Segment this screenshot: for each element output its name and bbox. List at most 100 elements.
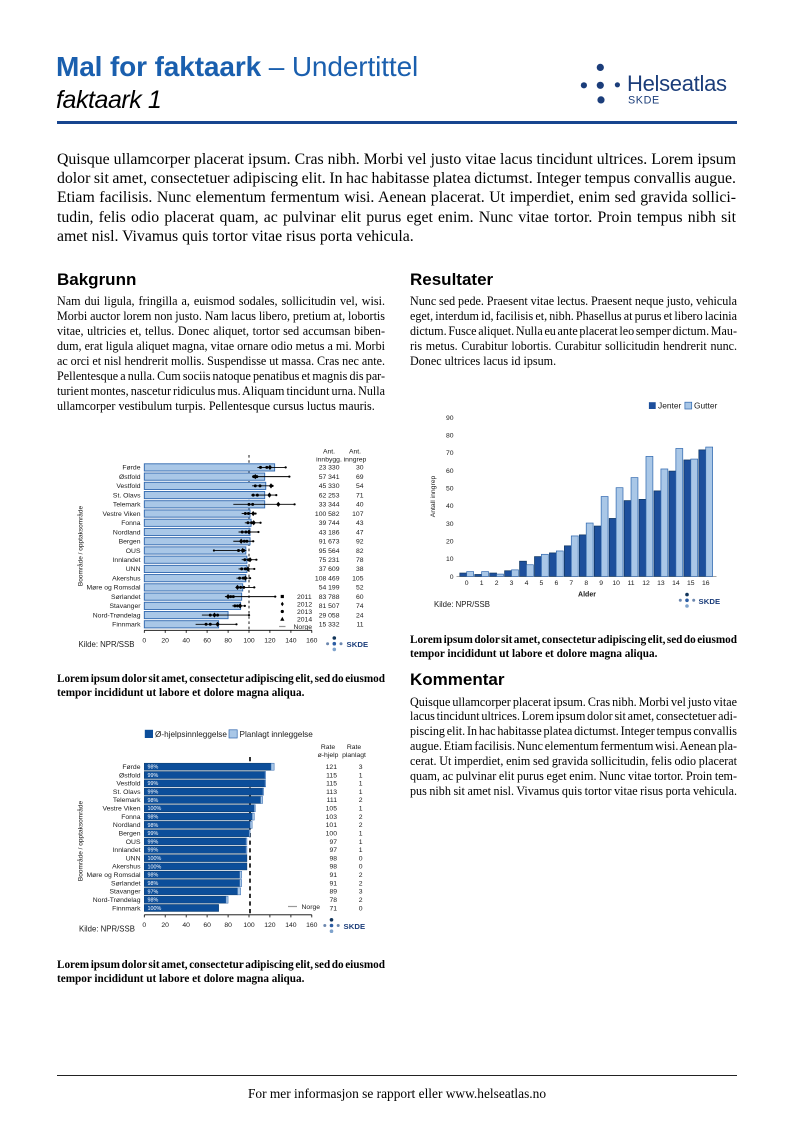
svg-text:100: 100: [243, 922, 255, 929]
svg-text:Rate: Rate: [321, 744, 336, 751]
svg-text:Vestre Viken: Vestre Viken: [102, 511, 140, 518]
svg-text:Vestre Viken: Vestre Viken: [102, 806, 140, 813]
svg-text:98%: 98%: [148, 898, 159, 904]
svg-text:70: 70: [446, 450, 454, 457]
svg-text:10: 10: [612, 580, 620, 587]
svg-text:33 344: 33 344: [319, 502, 340, 509]
svg-text:2: 2: [359, 822, 363, 829]
svg-text:74: 74: [356, 603, 364, 610]
svg-text:71: 71: [329, 905, 337, 912]
svg-text:11: 11: [356, 622, 363, 629]
svg-text:Vestfold: Vestfold: [116, 781, 140, 788]
svg-text:107: 107: [352, 511, 364, 518]
svg-text:91: 91: [329, 872, 337, 879]
svg-text:St. Olavs: St. Olavs: [113, 789, 141, 796]
svg-text:71: 71: [356, 492, 364, 499]
svg-text:89: 89: [329, 889, 337, 896]
svg-text:2: 2: [359, 872, 363, 879]
svg-text:38: 38: [356, 566, 364, 573]
svg-text:2: 2: [359, 814, 363, 821]
svg-text:7: 7: [569, 580, 573, 587]
svg-text:2012: 2012: [297, 601, 312, 608]
svg-text:160: 160: [306, 638, 318, 645]
svg-text:98%: 98%: [148, 881, 159, 887]
svg-text:SKDE: SKDE: [347, 640, 369, 649]
svg-text:9: 9: [599, 580, 603, 587]
svg-text:Ant.: Ant.: [349, 449, 361, 456]
svg-text:Gutter: Gutter: [694, 401, 717, 411]
svg-text:Førde: Førde: [122, 465, 140, 472]
svg-text:1: 1: [480, 580, 484, 587]
svg-text:97: 97: [329, 839, 337, 846]
svg-text:37 609: 37 609: [319, 566, 340, 573]
svg-text:98%: 98%: [148, 814, 159, 820]
svg-text:Ant.: Ant.: [323, 449, 335, 456]
svg-text:100: 100: [243, 638, 255, 645]
svg-text:43 186: 43 186: [319, 529, 340, 536]
svg-text:0: 0: [142, 922, 146, 929]
svg-text:1: 1: [359, 847, 363, 854]
svg-text:6: 6: [554, 580, 558, 587]
svg-text:Møre og Romsdal: Møre og Romsdal: [86, 585, 141, 592]
svg-text:50: 50: [446, 485, 454, 492]
svg-text:Nord-Trøndelag: Nord-Trøndelag: [93, 897, 141, 904]
svg-text:SKDE: SKDE: [699, 597, 721, 606]
svg-text:60: 60: [356, 594, 364, 601]
svg-text:98: 98: [329, 855, 337, 862]
svg-text:16: 16: [702, 580, 710, 587]
svg-text:Nordland: Nordland: [113, 822, 141, 829]
svg-text:45 330: 45 330: [319, 483, 340, 490]
svg-text:St. Olavs: St. Olavs: [113, 492, 141, 499]
svg-text:83 788: 83 788: [319, 594, 340, 601]
svg-text:160: 160: [306, 922, 318, 929]
svg-text:1: 1: [359, 830, 363, 837]
svg-text:100%: 100%: [148, 906, 162, 912]
svg-text:Jenter: Jenter: [658, 401, 681, 411]
svg-text:103: 103: [326, 814, 338, 821]
svg-text:2: 2: [495, 580, 499, 587]
svg-text:0: 0: [359, 855, 363, 862]
svg-text:innbygg.: innbygg.: [316, 457, 342, 464]
svg-text:2: 2: [359, 897, 363, 904]
svg-text:OUS: OUS: [126, 548, 141, 555]
svg-text:2: 2: [359, 880, 363, 887]
svg-text:29 058: 29 058: [319, 612, 340, 619]
svg-text:99%: 99%: [148, 781, 159, 787]
svg-text:4: 4: [525, 580, 529, 587]
svg-text:90: 90: [446, 415, 454, 422]
svg-text:97%: 97%: [148, 889, 159, 895]
svg-text:92: 92: [356, 539, 364, 546]
svg-text:8: 8: [584, 580, 588, 587]
svg-text:Kilde: NPR/SSB: Kilde: NPR/SSB: [79, 925, 135, 934]
svg-text:SKDE: SKDE: [344, 922, 366, 931]
svg-text:111: 111: [327, 797, 338, 804]
svg-text:57 341: 57 341: [319, 474, 340, 481]
svg-text:40: 40: [356, 502, 364, 509]
svg-text:Norge: Norge: [294, 624, 313, 631]
svg-text:52: 52: [356, 585, 364, 592]
svg-text:99%: 99%: [148, 773, 159, 779]
svg-text:Sørlandet: Sørlandet: [111, 594, 141, 601]
svg-text:Boområde / opptaksområde: Boområde / opptaksområde: [77, 506, 85, 587]
svg-text:1: 1: [359, 839, 363, 846]
svg-text:Østfold: Østfold: [119, 474, 141, 481]
svg-text:1: 1: [359, 772, 363, 779]
svg-text:2013: 2013: [297, 609, 312, 616]
svg-text:Telemark: Telemark: [113, 502, 141, 509]
svg-text:108 469: 108 469: [315, 575, 340, 582]
svg-text:80: 80: [224, 922, 232, 929]
svg-text:60: 60: [203, 922, 211, 929]
svg-text:Østfold: Østfold: [119, 772, 141, 779]
svg-text:Fonna: Fonna: [121, 814, 140, 821]
svg-text:98%: 98%: [148, 798, 159, 804]
svg-text:1: 1: [359, 781, 363, 788]
svg-text:80: 80: [446, 432, 454, 439]
svg-text:60: 60: [203, 638, 211, 645]
svg-text:91: 91: [329, 880, 337, 887]
svg-text:101: 101: [326, 822, 338, 829]
svg-text:Antall inngrep: Antall inngrep: [430, 476, 437, 518]
svg-text:0: 0: [359, 864, 363, 871]
svg-text:Norge: Norge: [302, 904, 321, 911]
svg-text:95 564: 95 564: [319, 548, 340, 555]
svg-text:OUS: OUS: [126, 839, 141, 846]
